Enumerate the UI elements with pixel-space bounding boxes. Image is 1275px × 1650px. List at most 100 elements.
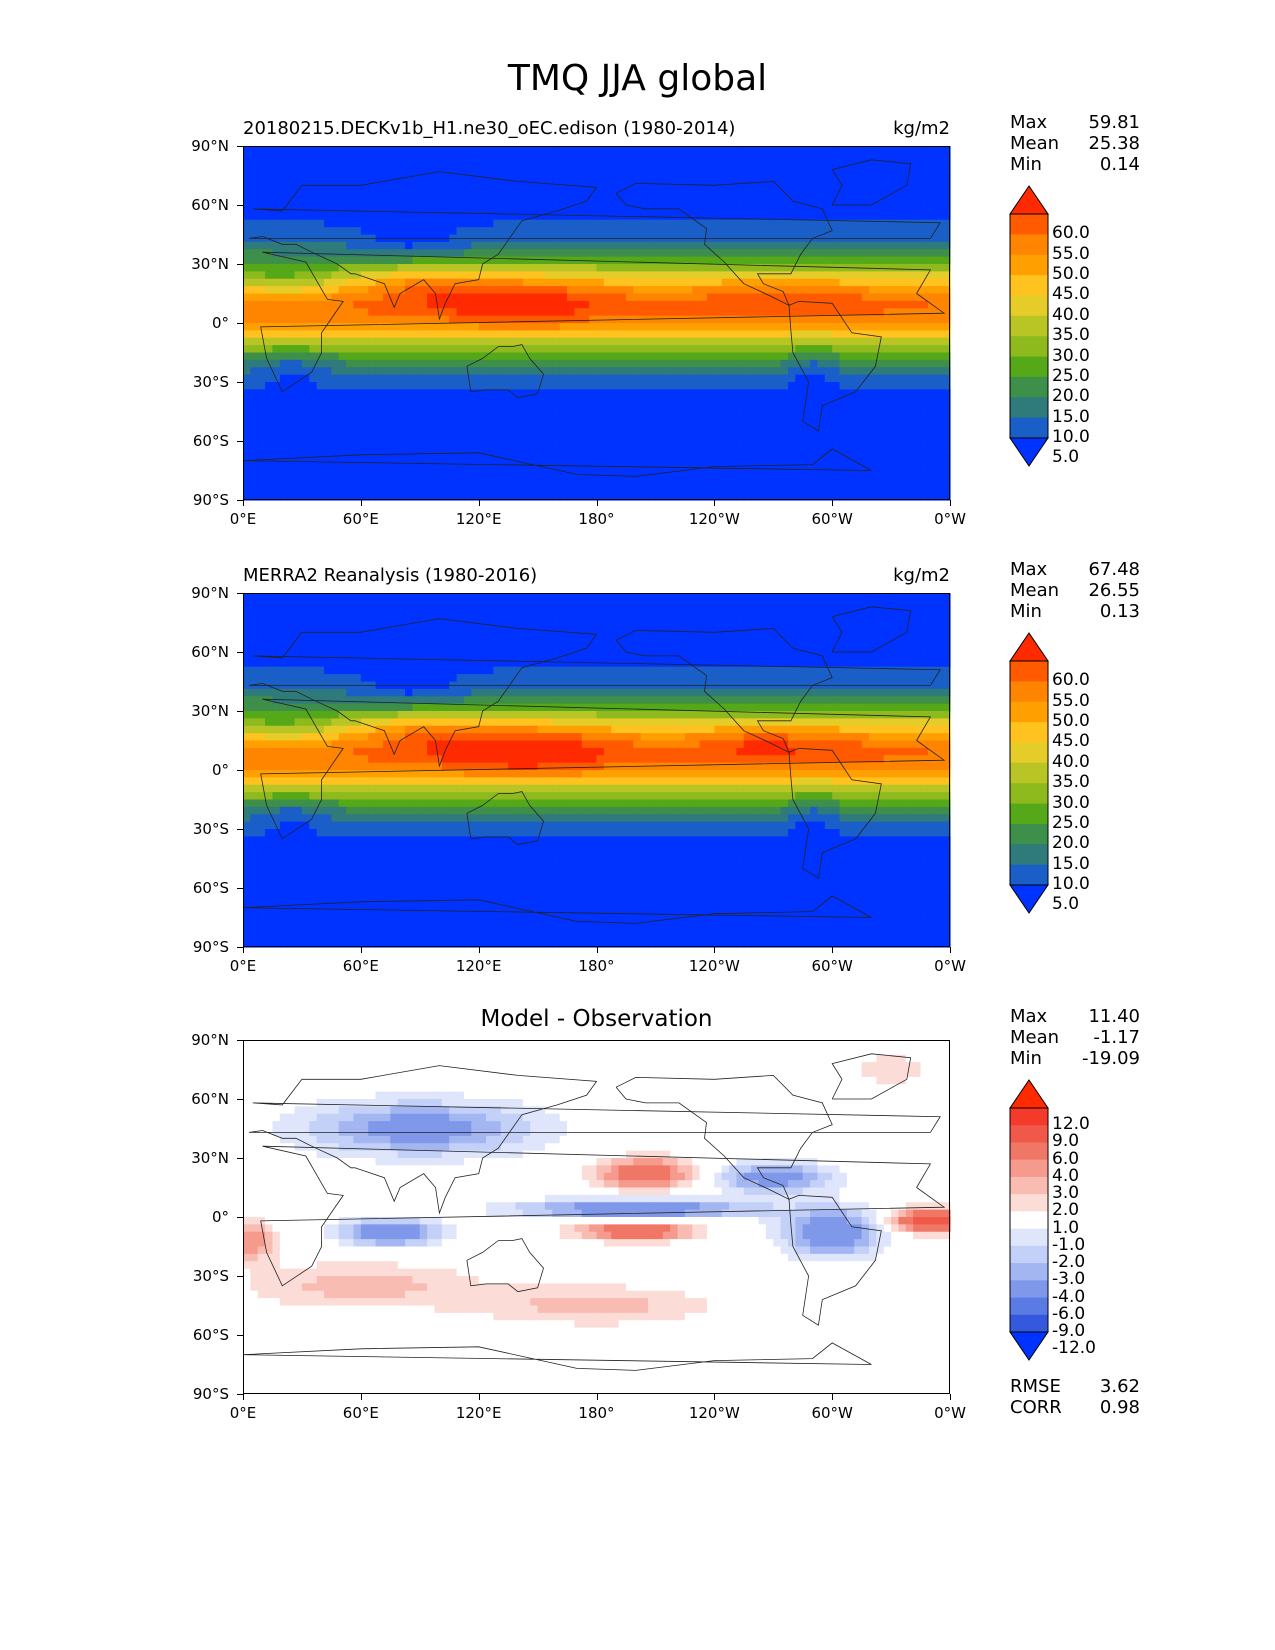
coastline: [831, 1053, 912, 1100]
y-tick-label: 60°N: [191, 1090, 229, 1108]
y-tick-mark: [237, 770, 243, 771]
colorbar-outline: [1009, 1107, 1049, 1333]
colorbar-tick-label: 35.0: [1052, 772, 1090, 793]
x-tick-mark: [950, 947, 951, 953]
colorbar-tick-label: 45.0: [1052, 284, 1090, 305]
y-tick-label: 30°S: [192, 1267, 229, 1285]
x-tick-mark: [596, 1394, 598, 1400]
colorbar-tick-label: 20.0: [1052, 833, 1090, 854]
stat-mean-value: -1.17: [1093, 1027, 1140, 1048]
colorbar-tick-label: -6.0: [1052, 1303, 1086, 1324]
coastline: [466, 1238, 544, 1293]
x-tick-label: 60°E: [342, 1404, 379, 1422]
colorbar-tick-label: 1.0: [1052, 1217, 1080, 1238]
coastline: [831, 606, 912, 653]
stat-min-value: -19.09: [1081, 1048, 1140, 1069]
colorbar-tick-label: 5.0: [1052, 894, 1080, 915]
x-tick-mark: [360, 500, 362, 506]
colorbar-tick-label: -3.0: [1052, 1269, 1086, 1290]
coastline: [831, 159, 912, 206]
coastline: [466, 344, 544, 399]
x-tick-label: 0°E: [229, 957, 257, 975]
x-tick-label: 120°W: [688, 1404, 740, 1422]
y-tick-label: 0°: [211, 1208, 229, 1226]
coastline: [260, 251, 946, 393]
coastline: [248, 1065, 941, 1215]
colorbar: [1009, 185, 1049, 467]
x-tick-mark: [478, 947, 480, 953]
coastline: [466, 791, 544, 846]
colorbar-tick-label: 40.0: [1052, 751, 1090, 772]
y-tick-label: 30°N: [191, 702, 229, 720]
coastline: [248, 171, 941, 321]
x-tick-label: 0°E: [229, 1404, 257, 1422]
x-tick-mark: [243, 947, 244, 953]
y-tick-label: 0°: [211, 314, 229, 332]
colorbar-tick-label: 9.0: [1052, 1131, 1080, 1152]
map-frame: [243, 1040, 950, 1394]
colorbar-segment: [1010, 661, 1048, 682]
y-tick-label: 90°S: [192, 1385, 229, 1403]
coastline: [260, 1145, 946, 1287]
colorbar-tick-label: 3.0: [1052, 1183, 1080, 1204]
colorbar-segment: [1010, 1108, 1048, 1126]
x-tick-mark: [950, 500, 951, 506]
x-tick-mark: [360, 1394, 362, 1400]
colorbar-segment: [1010, 1280, 1048, 1299]
colorbar-tick-label: 30.0: [1052, 345, 1090, 366]
x-tick-label: 120°E: [455, 510, 502, 528]
y-tick-label: 0°: [211, 761, 229, 779]
panel-units: kg/m2: [893, 118, 950, 139]
colorbar-segment: [1010, 701, 1048, 723]
y-tick-mark: [237, 146, 243, 147]
x-tick-label: 60°E: [342, 957, 379, 975]
y-tick-label: 30°N: [191, 255, 229, 273]
x-tick-label: 120°E: [455, 1404, 502, 1422]
colorbar-segment: [1010, 417, 1048, 439]
x-tick-mark: [832, 500, 834, 506]
colorbar-segment: [1010, 1245, 1048, 1264]
x-tick-label: 60°W: [811, 1404, 853, 1422]
colorbar-segment: [1010, 864, 1048, 886]
colorbar-segment: [1010, 214, 1048, 235]
stat-max-label: Max: [1010, 559, 1048, 580]
colorbar: [1009, 1079, 1049, 1361]
colorbar-segment: [1010, 844, 1048, 866]
y-tick-label: 90°S: [192, 491, 229, 509]
x-tick-label: 60°W: [811, 510, 853, 528]
y-tick-label: 60°N: [191, 196, 229, 214]
x-tick-label: 120°W: [688, 510, 740, 528]
colorbar-tick-label: 50.0: [1052, 711, 1090, 732]
colorbar-segment: [1010, 234, 1048, 256]
colorbar-tick-label: 12.0: [1052, 1114, 1090, 1135]
colorbar-segment: [1010, 1211, 1048, 1230]
stat-min-value: 0.14: [1099, 154, 1140, 175]
y-tick-label: 90°N: [191, 584, 229, 602]
y-tick-mark: [237, 1394, 243, 1395]
y-tick-mark: [237, 382, 243, 383]
y-tick-label: 30°S: [192, 820, 229, 838]
tmq-map: [242, 146, 951, 501]
colorbar-segment: [1010, 336, 1048, 358]
y-tick-mark: [237, 1335, 243, 1336]
colorbar-segment: [1010, 1176, 1048, 1195]
x-tick-label: 180°: [578, 957, 615, 975]
colorbar-segment: [1010, 823, 1048, 845]
stat-min-label: Min: [1010, 1048, 1042, 1069]
stat-mean-label: Mean: [1010, 580, 1060, 601]
colorbar-segment: [1010, 1314, 1048, 1333]
y-tick-label: 60°S: [192, 432, 229, 450]
colorbar-tick-label: 10.0: [1052, 427, 1090, 447]
y-tick-mark: [237, 205, 243, 206]
stat-max-value: 59.81: [1088, 112, 1140, 133]
x-tick-mark: [243, 1394, 244, 1400]
coastline: [242, 448, 872, 477]
y-tick-mark: [237, 264, 243, 265]
x-tick-mark: [714, 947, 716, 953]
stat-max-label: Max: [1010, 1006, 1048, 1027]
x-tick-label: 0°W: [934, 1404, 966, 1422]
colorbar-tick-label: -1.0: [1052, 1234, 1086, 1255]
y-tick-mark: [237, 1276, 243, 1277]
colorbar-tick-label: 5.0: [1052, 447, 1080, 468]
